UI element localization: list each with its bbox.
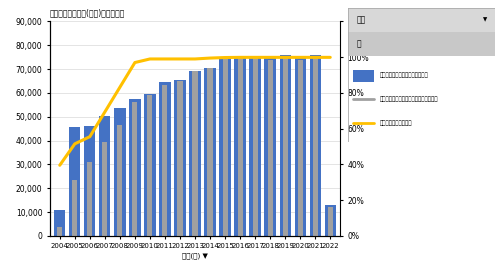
Bar — [57, 227, 62, 236]
Text: 電算処理数・合計／調剤医療費（億円）: 電算処理数・合計／調剤医療費（億円） — [380, 96, 438, 102]
Bar — [192, 72, 198, 236]
Bar — [310, 55, 321, 236]
Bar — [280, 55, 291, 236]
Bar — [84, 126, 96, 236]
Bar — [144, 94, 156, 236]
Text: ▼: ▼ — [483, 18, 488, 23]
Bar — [220, 57, 230, 236]
Bar — [324, 205, 336, 236]
Bar — [294, 58, 306, 236]
Bar — [88, 162, 92, 236]
Bar — [99, 116, 110, 236]
Bar — [114, 108, 126, 236]
Bar — [178, 81, 182, 236]
Bar — [250, 56, 260, 236]
Text: 全数・合計／調剤医療費（億円）: 全数・合計／調剤医療費（億円） — [380, 72, 428, 78]
Bar — [72, 180, 78, 236]
Bar — [162, 85, 168, 236]
Bar — [282, 56, 288, 236]
Bar — [208, 68, 212, 236]
Bar — [268, 59, 272, 236]
Bar — [204, 68, 216, 236]
Bar — [222, 58, 228, 236]
Bar — [234, 56, 246, 236]
Bar — [102, 142, 108, 236]
Bar — [348, 32, 495, 56]
Bar — [174, 80, 186, 236]
Bar — [54, 210, 66, 236]
Bar — [118, 125, 122, 236]
Text: 値: 値 — [356, 40, 361, 49]
Bar — [69, 128, 80, 236]
Bar — [354, 70, 374, 83]
Text: 電算処理数・電算化率: 電算処理数・電算化率 — [380, 121, 412, 126]
Text: 区分: 区分 — [356, 16, 366, 25]
Bar — [348, 8, 495, 32]
Bar — [148, 95, 152, 236]
Bar — [190, 72, 200, 236]
Bar — [238, 57, 242, 236]
Bar — [298, 59, 302, 236]
Bar — [312, 56, 318, 236]
Bar — [130, 99, 140, 236]
Bar — [132, 102, 138, 236]
Bar — [160, 82, 170, 236]
Bar — [328, 207, 333, 236]
Bar — [252, 57, 258, 236]
X-axis label: 日付(年) ▼: 日付(年) ▼ — [182, 252, 208, 259]
Bar — [264, 58, 276, 236]
Text: 合計／調剤医療費(億円)　電算化率: 合計／調剤医療費(億円) 電算化率 — [50, 8, 126, 17]
